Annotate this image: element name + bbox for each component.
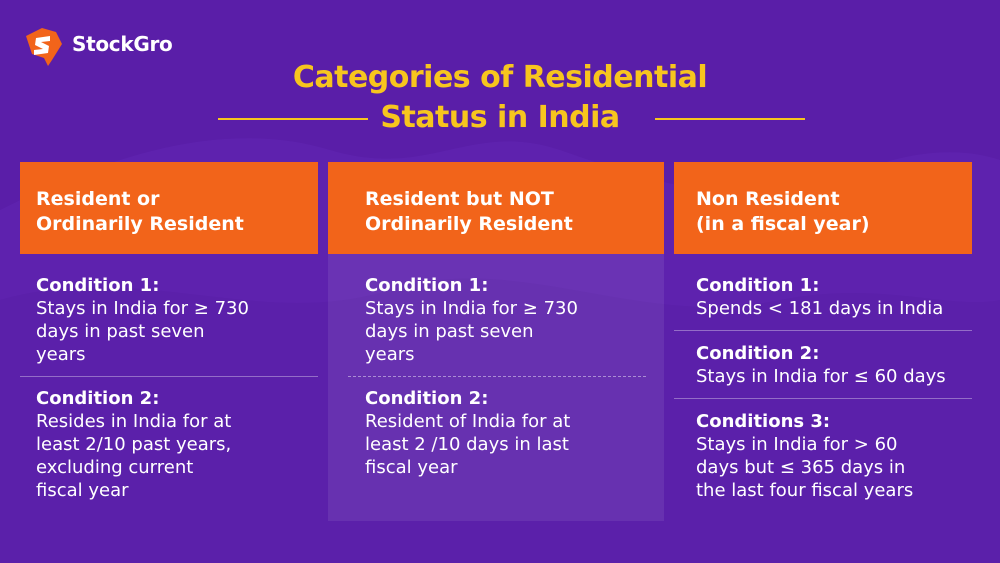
condition-text: fiscal year bbox=[36, 480, 129, 501]
condition-label: Condition 2: bbox=[365, 388, 489, 409]
heading-line: Resident but NOT bbox=[365, 188, 554, 210]
heading-line: Resident or bbox=[36, 188, 160, 210]
heading-line: Non Resident bbox=[696, 188, 840, 210]
stockgro-logo-icon bbox=[26, 28, 62, 66]
condition-text: excluding current bbox=[36, 457, 194, 478]
title-line-2: Status in India bbox=[380, 100, 620, 135]
page-title: Categories of Residential Status in Indi… bbox=[0, 58, 1000, 138]
condition-text: Stays in India for ≤ 60 days bbox=[696, 366, 946, 387]
condition-text: fiscal year bbox=[365, 457, 458, 478]
title-line-1: Categories of Residential bbox=[292, 60, 708, 95]
condition-text: Stays in India for > 60 bbox=[696, 434, 898, 455]
condition-text: least 2/10 past years, bbox=[36, 434, 232, 455]
condition-1: Condition 1: Stays in India for ≥ 730 da… bbox=[365, 274, 578, 366]
brand-name: StockGro bbox=[72, 32, 173, 56]
condition-1: Condition 1: Stays in India for ≥ 730 da… bbox=[36, 274, 249, 366]
condition-text: years bbox=[365, 344, 415, 365]
condition-3: Conditions 3: Stays in India for > 60 da… bbox=[696, 410, 913, 502]
condition-text: Resident of India for at bbox=[365, 411, 571, 432]
condition-text: Resides in India for at bbox=[36, 411, 232, 432]
condition-text: Stays in India for ≥ 730 bbox=[36, 298, 249, 319]
condition-divider bbox=[674, 330, 972, 331]
condition-text: days but ≤ 365 days in bbox=[696, 457, 906, 478]
heading-line: (in a fiscal year) bbox=[696, 213, 870, 235]
title-rule-left bbox=[218, 118, 368, 120]
condition-label: Condition 2: bbox=[696, 343, 820, 364]
condition-label: Condition 1: bbox=[36, 275, 160, 296]
condition-label: Condition 2: bbox=[36, 388, 160, 409]
brand-logo: StockGro bbox=[22, 22, 173, 66]
condition-divider bbox=[674, 398, 972, 399]
column-heading: Resident but NOT Ordinarily Resident bbox=[328, 162, 664, 254]
condition-text: Spends < 181 days in India bbox=[696, 298, 944, 319]
condition-text: least 2 /10 days in last bbox=[365, 434, 569, 455]
condition-2: Condition 2: Resident of India for at le… bbox=[365, 387, 570, 479]
condition-label: Conditions 3: bbox=[696, 411, 831, 432]
condition-label: Condition 1: bbox=[365, 275, 489, 296]
condition-label: Condition 1: bbox=[696, 275, 820, 296]
condition-divider bbox=[20, 376, 318, 377]
heading-line: Ordinarily Resident bbox=[36, 213, 244, 235]
column-heading: Non Resident (in a fiscal year) bbox=[674, 162, 972, 254]
condition-text: years bbox=[36, 344, 86, 365]
column-heading: Resident or Ordinarily Resident bbox=[20, 162, 318, 254]
condition-text: days in past seven bbox=[365, 321, 534, 342]
condition-text: the last four fiscal years bbox=[696, 480, 914, 501]
condition-text: days in past seven bbox=[36, 321, 205, 342]
condition-2: Condition 2: Stays in India for ≤ 60 day… bbox=[696, 342, 946, 388]
title-rule-right bbox=[655, 118, 805, 120]
condition-2: Condition 2: Resides in India for at lea… bbox=[36, 387, 231, 502]
condition-1: Condition 1: Spends < 181 days in India bbox=[696, 274, 943, 320]
heading-line: Ordinarily Resident bbox=[365, 213, 573, 235]
column-body: Condition 1: Stays in India for ≥ 730 da… bbox=[328, 254, 664, 521]
condition-divider bbox=[348, 376, 646, 377]
condition-text: Stays in India for ≥ 730 bbox=[365, 298, 578, 319]
